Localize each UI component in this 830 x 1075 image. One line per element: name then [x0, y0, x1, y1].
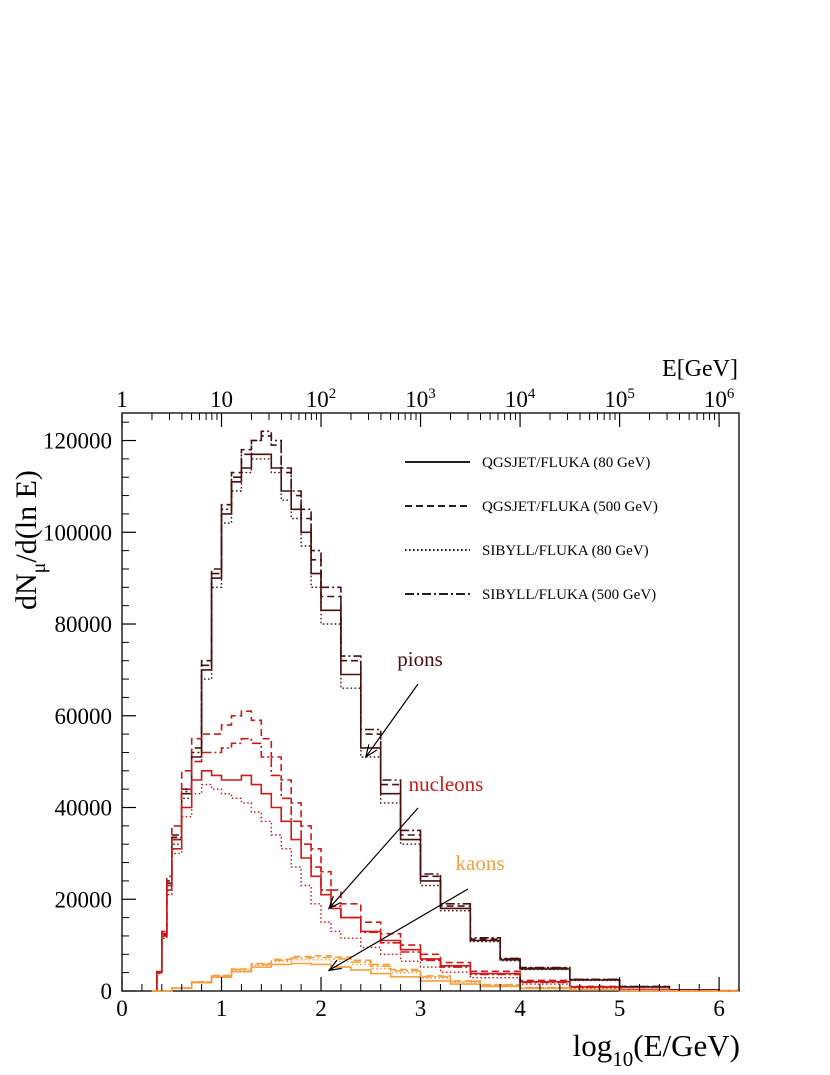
pions-dashdot-line — [151, 430, 740, 992]
top-tick-exponent: 6 — [727, 386, 735, 402]
top-tick-label: 106 — [704, 386, 735, 412]
top-tick-exponent: 2 — [329, 386, 337, 402]
x-tick-label: 1 — [216, 996, 228, 1021]
x-axis: 0 1 2 3 4 5 6 — [116, 977, 740, 1021]
y-tick-label: 60000 — [55, 704, 113, 729]
top-tick-label: 102 — [306, 386, 337, 412]
y-tick-label: 0 — [101, 979, 113, 1004]
y-axis-title: dNμ/d(ln E) — [10, 470, 50, 610]
y-tick-label: 120000 — [43, 429, 112, 454]
nucleons-dashed-line — [151, 710, 740, 992]
top-tick-base: 10 — [405, 387, 428, 412]
annotation-arrow-nucleons — [328, 807, 419, 909]
y-tick-label: 80000 — [55, 612, 113, 637]
legend: QGSJET/FLUKA (80 GeV) QGSJET/FLUKA (500 G… — [405, 455, 658, 603]
top-tick-exponent: 4 — [528, 386, 536, 402]
legend-label: QGSJET/FLUKA (80 GeV) — [482, 455, 650, 471]
legend-label: SIBYLL/FLUKA (500 GeV) — [482, 587, 656, 603]
x-axis-title-rest: (E/GeV) — [633, 1028, 740, 1063]
top-tick-exponent: 5 — [627, 386, 635, 402]
x-tick-label: 4 — [514, 996, 526, 1021]
annotation-arrow-kaons — [328, 888, 469, 971]
y-tick-label: 20000 — [55, 887, 113, 912]
annotation-arrowhead-pions — [364, 744, 378, 759]
top-tick-base: 10 — [306, 387, 329, 412]
y-tick-label: 100000 — [43, 520, 112, 545]
nucleons-dotted-line — [151, 783, 740, 992]
annotation-arrowhead-kaons — [327, 959, 342, 972]
annotation-arrow-pions — [365, 683, 419, 758]
plot-border — [121, 412, 740, 992]
legend-label: QGSJET/FLUKA (500 GeV) — [482, 499, 658, 515]
x-axis-title: log10(E/GeV) — [573, 1028, 740, 1071]
top-tick-base: 10 — [604, 387, 627, 412]
top-tick-label: 10 — [210, 387, 233, 412]
annotation-kaons: kaons — [456, 851, 505, 875]
x-axis-title-base: log — [573, 1028, 613, 1063]
kaons-dashed-line — [151, 954, 739, 992]
x-tick-label: 3 — [415, 996, 427, 1021]
x-tick-label: 2 — [315, 996, 327, 1021]
top-tick-label: 105 — [604, 386, 635, 412]
x-tick-label: 5 — [614, 996, 626, 1021]
annotation-pions: pions — [397, 647, 443, 671]
annotation-arrowhead-nucleons — [327, 895, 341, 910]
top-tick-base: 10 — [704, 387, 727, 412]
top-tick-exponent: 3 — [428, 386, 436, 402]
kaons-dashdot-line — [151, 956, 739, 992]
x-tick-label: 6 — [713, 996, 725, 1021]
y-axis: 0 20000 40000 60000 80000 100000 120000 — [43, 421, 136, 1004]
annotations: pions nucleons kaons — [327, 647, 505, 972]
nucleons-dashdot-line — [151, 737, 740, 992]
x-tick-label: 0 — [116, 996, 128, 1021]
nucleons-solid-line — [151, 770, 740, 992]
pions-dotted-line — [151, 458, 740, 992]
y-tick-label: 40000 — [55, 796, 113, 821]
top-tick-base: 1 — [116, 387, 128, 412]
top-tick-base: 10 — [210, 387, 233, 412]
series-lines — [151, 430, 740, 992]
top-axis-title: E[GeV] — [662, 356, 738, 382]
x-axis-title-sub: 10 — [612, 1047, 633, 1071]
top-tick-label: 104 — [505, 386, 536, 412]
y-axis-title-base: dN — [10, 573, 43, 610]
top-tick-base: 10 — [505, 387, 528, 412]
y-axis-title-rest: /d(ln E) — [10, 470, 43, 562]
y-axis-title-sub: μ — [28, 563, 50, 574]
annotation-nucleons: nucleons — [409, 772, 484, 796]
top-tick-label: 1 — [116, 387, 128, 412]
legend-label: SIBYLL/FLUKA (80 GeV) — [482, 543, 649, 559]
top-tick-label: 103 — [405, 386, 436, 412]
plot-frame — [121, 412, 740, 992]
top-energy-axis: 1 10 102 103 104 105 106 — [116, 386, 735, 427]
